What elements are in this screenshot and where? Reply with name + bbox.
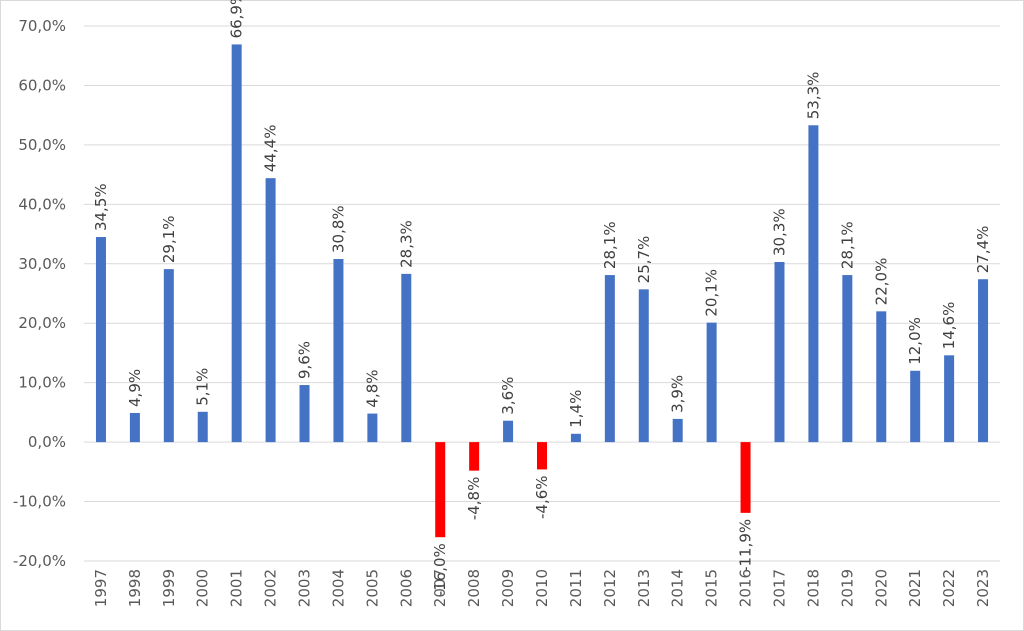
- data-label: 5,1%: [194, 368, 212, 406]
- x-tick-label: 2003: [296, 569, 314, 607]
- x-tick-label: 2016: [737, 569, 755, 607]
- data-labels: 34,5% 4,9% 29,1% 5,1% 66,9% 44,4% 9,6% 30,8% 4,8…: [92, 0, 992, 596]
- data-label: 4,8%: [363, 369, 381, 407]
- data-label: 20,1%: [703, 269, 721, 317]
- bar: [265, 178, 276, 443]
- data-label: 4,9%: [126, 369, 144, 407]
- data-label: 12,0%: [906, 317, 924, 365]
- y-axis-ticks: 70,0% 60,0% 50,0% 40,0% 30,0% 20,0% 10,0% 0,0% -…: [13, 17, 66, 570]
- data-label: -4,8%: [465, 477, 483, 521]
- data-label: 34,5%: [92, 183, 110, 231]
- data-label: 66,9%: [228, 0, 246, 38]
- data-label: 27,4%: [974, 226, 992, 274]
- bar: [740, 442, 751, 513]
- bar: [469, 442, 480, 471]
- y-tick-label: -10,0%: [13, 493, 66, 511]
- data-label: 44,4%: [262, 125, 280, 173]
- x-axis-ticks: 1997 1998 1999 2000 2001 2002 2003 2004 2005 2006…: [92, 569, 992, 607]
- bar: [367, 413, 378, 443]
- bar: [876, 311, 887, 443]
- bar: [95, 237, 106, 443]
- y-tick-label: 20,0%: [18, 314, 66, 332]
- bar: [570, 433, 581, 443]
- x-tick-label: 2021: [906, 569, 924, 607]
- x-tick-label: 2019: [838, 569, 856, 607]
- data-label: 30,3%: [770, 208, 788, 256]
- x-tick-label: 2023: [974, 569, 992, 607]
- bar: [129, 412, 140, 443]
- bar: [333, 259, 344, 443]
- bar: [163, 269, 174, 443]
- data-label: 14,6%: [940, 302, 958, 350]
- x-tick-label: 1998: [126, 569, 144, 607]
- y-tick-label: -20,0%: [13, 552, 66, 570]
- x-tick-label: 2001: [228, 569, 246, 607]
- data-label: -11,9%: [737, 519, 755, 572]
- bar: [978, 279, 989, 443]
- x-tick-label: 2002: [262, 569, 280, 607]
- bar: [808, 125, 819, 443]
- data-label: 28,3%: [397, 220, 415, 268]
- x-tick-label: 2014: [669, 569, 687, 607]
- data-label: 22,0%: [872, 258, 890, 306]
- x-tick-label: 1997: [92, 569, 110, 607]
- bar: [231, 44, 242, 443]
- y-tick-label: 10,0%: [18, 374, 66, 392]
- bar: [503, 420, 514, 443]
- bar: [672, 418, 683, 443]
- bar: [435, 442, 446, 538]
- data-label: 53,3%: [804, 72, 822, 120]
- bar: [638, 289, 649, 443]
- data-label: -4,6%: [533, 475, 551, 519]
- bar: [842, 275, 853, 443]
- bar: [299, 385, 310, 443]
- y-tick-label: 40,0%: [18, 195, 66, 213]
- x-tick-label: 2011: [567, 569, 585, 607]
- x-tick-label: 2004: [329, 569, 347, 607]
- bar: [197, 411, 208, 443]
- data-label: 3,9%: [669, 375, 687, 413]
- data-label: 29,1%: [160, 215, 178, 263]
- x-tick-label: 2013: [635, 569, 653, 607]
- x-tick-label: 2010: [533, 569, 551, 607]
- y-tick-label: 30,0%: [18, 255, 66, 273]
- bar: [706, 322, 717, 443]
- x-tick-label: 1999: [160, 569, 178, 607]
- x-tick-label: 2020: [872, 569, 890, 607]
- x-tick-label: 2012: [601, 569, 619, 607]
- bar: [944, 355, 955, 443]
- x-tick-label: 2000: [194, 569, 212, 607]
- y-tick-label: 60,0%: [18, 76, 66, 94]
- data-label: 28,1%: [601, 221, 619, 269]
- bar: [910, 370, 921, 443]
- bar: [537, 442, 547, 470]
- bar: [401, 273, 412, 443]
- bars: [95, 44, 989, 538]
- y-tick-label: 50,0%: [18, 136, 66, 154]
- data-label: 1,4%: [567, 390, 585, 428]
- x-tick-label: 2015: [703, 569, 721, 607]
- y-tick-label: 70,0%: [18, 17, 66, 35]
- data-label: 28,1%: [838, 221, 856, 269]
- x-tick-label: 2008: [465, 569, 483, 607]
- x-tick-label: 2009: [499, 569, 517, 607]
- data-label: 3,6%: [499, 377, 517, 415]
- x-tick-label: 2018: [804, 569, 822, 607]
- x-tick-label: 2007: [431, 569, 449, 607]
- bar: [774, 261, 785, 443]
- x-tick-label: 2017: [770, 569, 788, 607]
- bar: [604, 275, 615, 443]
- data-label: -16,0%: [431, 543, 449, 596]
- data-label: 25,7%: [635, 236, 653, 284]
- data-label: 30,8%: [329, 205, 347, 253]
- x-tick-label: 2006: [397, 569, 415, 607]
- y-tick-label: 0,0%: [28, 433, 66, 451]
- data-label: 9,6%: [296, 341, 314, 379]
- x-tick-label: 2022: [940, 569, 958, 607]
- x-tick-label: 2005: [363, 569, 381, 607]
